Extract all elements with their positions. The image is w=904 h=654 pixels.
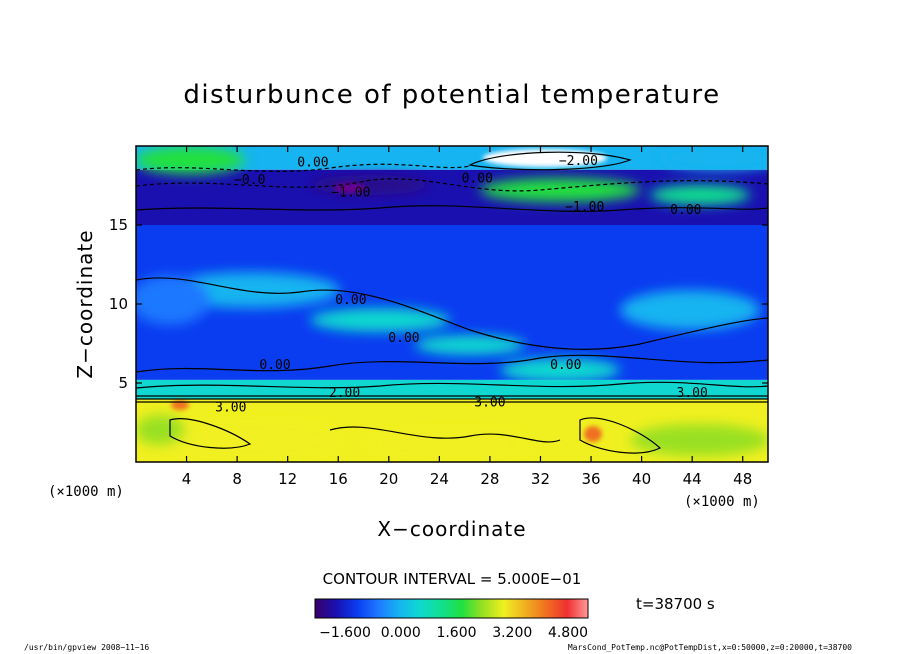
field-blob <box>620 290 760 330</box>
plot-area: 0.00−0.0−1.000.00−2.00−1.00 0.000.000.000… <box>136 146 768 462</box>
contour-lines <box>136 151 768 454</box>
chart-title: disturbunce of potential temperature <box>183 80 720 110</box>
y-tick-label: 15 <box>109 216 128 234</box>
contour-label: 0.00 <box>388 331 419 346</box>
y-tick-label: 10 <box>109 295 128 313</box>
contour-label: 2.00 <box>329 386 360 401</box>
x-tick-label: 16 <box>329 470 348 488</box>
field-blob <box>370 431 530 459</box>
colorbar-tick-label: 3.200 <box>492 625 532 641</box>
colorbar-tick-label: 0.000 <box>381 625 421 641</box>
contour-label: 0.00 <box>259 358 290 373</box>
field-band <box>136 146 768 170</box>
footer-right: MarsCond_PotTemp.nc@PotTempDist,x=0:5000… <box>568 643 852 652</box>
contour-line <box>579 417 662 454</box>
colorbar <box>314 598 589 619</box>
field-blob <box>500 358 620 382</box>
contour-line <box>136 277 768 350</box>
contour-label: 3.00 <box>215 400 246 415</box>
contour-label: −2.00 <box>559 154 598 169</box>
colorbar-ticks: −1.600 0.000 1.600 3.200 4.800 <box>319 625 588 641</box>
x-tick-label: 44 <box>683 470 702 488</box>
x-tick-label: 12 <box>278 470 297 488</box>
field-blob <box>136 415 185 445</box>
y-axis-label: Z−coordinate <box>73 229 97 378</box>
x-tick-label: 28 <box>480 470 499 488</box>
contour-line <box>136 205 768 212</box>
contour-line <box>136 178 768 192</box>
contour-line <box>136 381 768 389</box>
field-blob <box>136 146 245 174</box>
contour-line <box>136 163 471 173</box>
y-tick-label: 5 <box>118 374 128 392</box>
contour-label: 0.00 <box>335 293 366 308</box>
field-blob <box>660 146 768 170</box>
contour-label: 0.00 <box>297 156 328 171</box>
field-blob <box>160 422 340 458</box>
field-blob <box>584 426 602 442</box>
field-blob <box>650 185 750 205</box>
time-stamp: t=38700 s <box>636 595 715 613</box>
x-tick-label: 20 <box>379 470 398 488</box>
contour-label: 0.00 <box>462 171 493 186</box>
field-blob <box>483 149 607 167</box>
x-axis: 4 8 12 16 20 24 28 32 36 40 44 48 <box>182 146 752 488</box>
field-features <box>136 146 768 459</box>
contour-labels: 0.00−0.0−1.000.00−2.00−1.00 0.000.000.000… <box>215 154 708 415</box>
field-blob <box>334 183 366 193</box>
contour-line <box>136 354 768 373</box>
x-tick-label: 48 <box>733 470 752 488</box>
x-axis-label: X−coordinate <box>377 517 526 541</box>
field-blob <box>415 335 525 355</box>
contour-label: 3.00 <box>474 396 505 411</box>
field-blob <box>480 178 640 202</box>
x-tick-label: 4 <box>182 470 192 488</box>
contour-line <box>468 151 632 171</box>
contour-label: 0.00 <box>550 358 581 373</box>
contour-line <box>329 426 561 443</box>
contour-interval: CONTOUR INTERVAL = 5.000E−01 <box>323 570 582 588</box>
colorbar-tick-label: 1.600 <box>436 625 476 641</box>
x-tick-label: 40 <box>632 470 651 488</box>
y-axis: 5 10 15 <box>109 216 768 392</box>
contour-label: −1.00 <box>331 186 370 201</box>
field-highlights <box>171 149 607 442</box>
contour-label: −0.0 <box>234 173 265 188</box>
x-tick-label: 8 <box>232 470 242 488</box>
contour-line <box>169 418 252 449</box>
colorbar-tick-label: −1.600 <box>319 625 371 641</box>
x-unit-right: (×1000 m) <box>684 494 760 510</box>
contour-label: 0.00 <box>670 203 701 218</box>
x-tick-label: 24 <box>430 470 449 488</box>
x-tick-label: 32 <box>531 470 550 488</box>
field-blob <box>136 275 210 325</box>
footer-left: /usr/bin/gpview 2008−11−16 <box>24 643 149 652</box>
contour-label: 3.00 <box>677 386 708 401</box>
field-blob <box>630 424 768 456</box>
contour-label: −1.00 <box>565 200 604 215</box>
colorbar-tick-label: 4.800 <box>548 625 588 641</box>
field-blob <box>310 308 450 332</box>
x-unit-left: (×1000 m) <box>48 484 124 500</box>
x-tick-label: 36 <box>581 470 600 488</box>
